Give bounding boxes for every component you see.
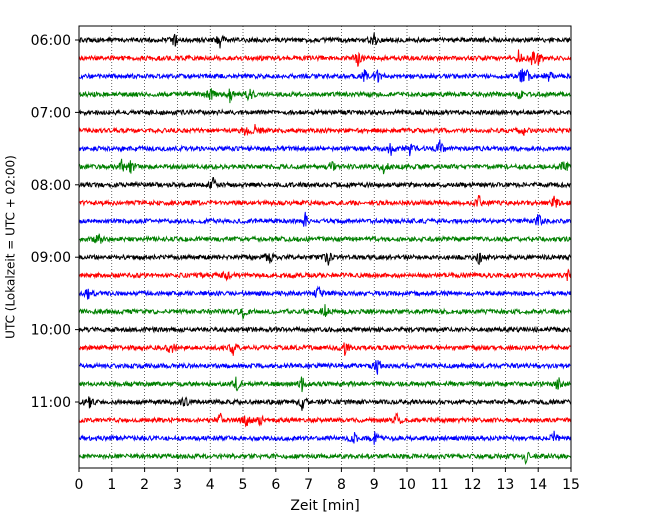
seismogram-trace [78, 285, 572, 300]
y-tick-label: 08:00 [31, 178, 71, 194]
y-tick-label: 06:00 [31, 33, 71, 49]
seismogram-trace [78, 430, 572, 445]
y-axis: 06:00 07:00 08:00 09:00 10:00 11:00 [31, 33, 79, 411]
x-tick-label: 5 [239, 477, 248, 493]
seismogram-trace [78, 376, 572, 393]
seismogram-trace [78, 87, 572, 104]
seismogram-traces [78, 32, 572, 466]
seismogram-trace [78, 412, 572, 428]
x-tick-label: 4 [206, 477, 215, 493]
x-tick-label: 0 [75, 477, 84, 493]
x-tick-label: 12 [464, 477, 482, 493]
x-tick-label: 6 [271, 477, 280, 493]
seismogram-trace [78, 49, 572, 67]
x-tick-label: 9 [370, 477, 379, 493]
seismogram-trace [78, 451, 572, 466]
x-tick-label: 13 [496, 477, 514, 493]
plot-frame [78, 25, 572, 469]
y-tick-label: 11:00 [31, 395, 71, 411]
x-tick-label: 8 [337, 477, 346, 493]
x-tick-label: 3 [173, 477, 182, 493]
seismogram-trace [78, 139, 572, 157]
x-tick-label: 14 [529, 477, 547, 493]
seismogram-trace [78, 32, 572, 49]
x-axis: 0 1 2 3 4 5 6 7 8 9 10 11 12 13 14 15 [75, 468, 580, 493]
seismogram-trace [78, 342, 572, 356]
y-tick-label: 07:00 [31, 105, 71, 121]
x-tick-label: 15 [562, 477, 580, 493]
seismogram-trace [78, 325, 572, 334]
seismogram-trace [78, 268, 572, 282]
x-axis-title: Zeit [min] [290, 498, 359, 514]
seismogram-trace [79, 304, 572, 321]
seismogram-trace [78, 123, 572, 137]
x-tick-label: 2 [140, 477, 149, 493]
y-tick-label: 10:00 [31, 323, 71, 339]
seismogram-trace [78, 68, 572, 83]
seismogram-trace [78, 251, 572, 266]
seismogram-trace [78, 177, 572, 190]
seismogram-trace [78, 211, 572, 227]
seismogram-trace [78, 396, 572, 411]
seismogram-trace [78, 360, 571, 375]
seismogram-trace [78, 158, 572, 175]
seismogram-trace [78, 195, 572, 208]
y-tick-label: 09:00 [31, 250, 71, 266]
x-tick-label: 11 [431, 477, 449, 493]
seismogram-trace [78, 233, 572, 244]
seismogram-trace [78, 108, 572, 117]
x-tick-label: 10 [398, 477, 416, 493]
y-axis-title: UTC (Lokalzeit = UTC + 02:00) [4, 155, 18, 339]
x-tick-label: 1 [107, 477, 116, 493]
x-tick-label: 7 [304, 477, 313, 493]
